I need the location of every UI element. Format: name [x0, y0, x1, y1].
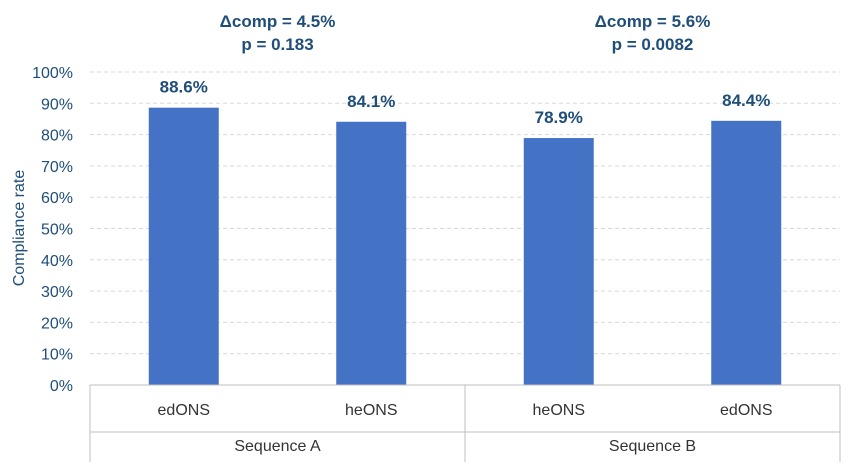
data-label: 78.9%: [535, 108, 583, 127]
x-tick-label: heONS: [533, 402, 585, 419]
group-label: Sequence A: [234, 438, 321, 455]
bar: [336, 121, 407, 385]
x-axis: edONS heONS heONS edONS Sequence A Sequence B: [89, 384, 841, 462]
x-tick-label: edONS: [158, 402, 210, 419]
y-tick-label: 20%: [41, 315, 73, 332]
bar: [523, 138, 594, 385]
x-tick-label: edONS: [720, 402, 772, 419]
annotation-delta: Δcomp = 5.6%: [595, 12, 711, 31]
annotation-p-value: p = 0.183: [241, 35, 313, 54]
data-label: 84.1%: [347, 92, 395, 111]
y-tick-label: 10%: [41, 347, 73, 364]
y-tick-label: 30%: [41, 284, 73, 301]
y-axis-ticks: 0% 10% 20% 30% 40% 50% 60% 70% 80% 90% 100%: [32, 65, 73, 395]
bar: [711, 120, 782, 385]
annotations: Δcomp = 4.5% p = 0.183 Δcomp = 5.6% p = 0.0…: [220, 12, 711, 54]
data-labels: 88.6% 84.1% 78.9% 84.4%: [160, 78, 771, 127]
y-tick-label: 50%: [41, 222, 73, 239]
y-axis-title: Compliance rate: [11, 170, 28, 287]
bar: [148, 107, 219, 385]
y-tick-label: 100%: [32, 65, 73, 82]
y-tick-label: 80%: [41, 128, 73, 145]
y-tick-label: 0%: [50, 378, 73, 395]
y-tick-label: 70%: [41, 159, 73, 176]
bars: [148, 107, 782, 385]
data-label: 84.4%: [722, 91, 770, 110]
y-tick-label: 40%: [41, 253, 73, 270]
annotation-delta: Δcomp = 4.5%: [220, 12, 336, 31]
data-label: 88.6%: [160, 78, 208, 97]
group-label: Sequence B: [609, 438, 696, 455]
x-tick-label: heONS: [345, 402, 397, 419]
y-tick-label: 90%: [41, 96, 73, 113]
y-tick-label: 60%: [41, 190, 73, 207]
annotation-p-value: p = 0.0082: [612, 35, 694, 54]
